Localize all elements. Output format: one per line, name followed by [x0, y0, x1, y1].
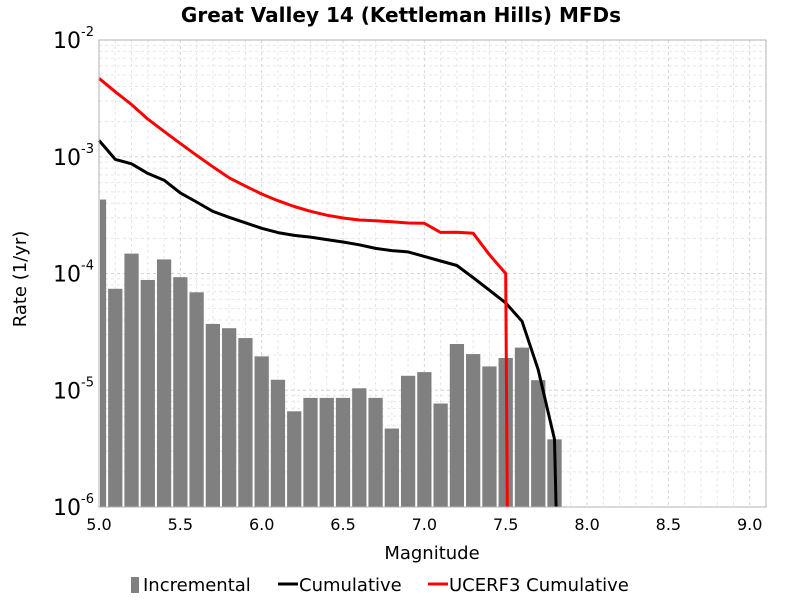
legend-swatch-incremental [131, 577, 139, 593]
y-tick-label: 10-4 [53, 259, 94, 288]
incremental-bar [100, 199, 107, 508]
incremental-bar [335, 397, 351, 507]
incremental-bar [433, 403, 448, 507]
y-axis-label: Rate (1/yr) [10, 231, 31, 328]
incremental-bar [514, 347, 530, 507]
x-axis-ticks: 5.0 5.5 6.0 6.5 7.0 7.5 8.0 8.5 9.0 [86, 515, 762, 534]
x-tick-label: 7.0 [412, 515, 437, 534]
y-tick-label: 10-6 [53, 492, 94, 521]
x-tick-label: 6.0 [249, 515, 274, 534]
cumulative-lines [97, 77, 558, 508]
incremental-bar [466, 354, 481, 507]
x-tick-label: 8.5 [656, 515, 681, 534]
y-tick-label: 10-5 [53, 375, 94, 404]
chart-title: Great Valley 14 (Kettleman Hills) MFDs [181, 3, 621, 27]
x-tick-label: 6.5 [330, 515, 355, 534]
incremental-bar [222, 328, 237, 507]
incremental-bar [449, 343, 465, 507]
plot-frame [98, 39, 767, 508]
x-tick-label: 7.5 [493, 515, 518, 534]
incremental-bar [254, 356, 269, 507]
incremental-bar [417, 372, 432, 507]
incremental-bar [205, 323, 221, 507]
x-tick-label: 5.0 [86, 515, 111, 534]
incremental-bar [303, 397, 318, 507]
y-axis-ticks: 10-6 10-5 10-4 10-3 10-2 [53, 25, 94, 521]
incremental-bar [400, 375, 416, 507]
incremental-bar [531, 380, 546, 507]
legend-label-cumulative: Cumulative [299, 575, 402, 596]
legend-label-incremental: Incremental [143, 575, 251, 596]
incremental-bar [384, 428, 399, 507]
incremental-bars [100, 199, 562, 508]
incremental-bar [482, 366, 497, 507]
x-tick-label: 8.0 [574, 515, 599, 534]
incremental-bar [352, 388, 367, 507]
x-axis-label: Magnitude [384, 543, 479, 564]
y-tick-label: 10-3 [53, 142, 94, 171]
incremental-bar [108, 288, 123, 507]
legend-label-ucerf3: UCERF3 Cumulative [449, 575, 629, 596]
legend: Incremental Cumulative UCERF3 Cumulative [131, 575, 629, 596]
incremental-bar [156, 259, 172, 507]
incremental-bar [287, 411, 302, 507]
incremental-bar [124, 253, 139, 507]
cumulative-line [97, 139, 558, 508]
incremental-bar [140, 279, 155, 507]
y-tick-label: 10-2 [53, 25, 94, 54]
ucerf3-cumulative-line [98, 77, 509, 508]
incremental-bar [189, 292, 204, 507]
incremental-bar [319, 397, 334, 507]
x-tick-label: 9.0 [737, 515, 762, 534]
incremental-bar [173, 277, 188, 507]
incremental-bar [270, 379, 286, 507]
x-tick-label: 5.5 [168, 515, 193, 534]
incremental-bar [368, 397, 383, 507]
incremental-bar [238, 338, 253, 507]
